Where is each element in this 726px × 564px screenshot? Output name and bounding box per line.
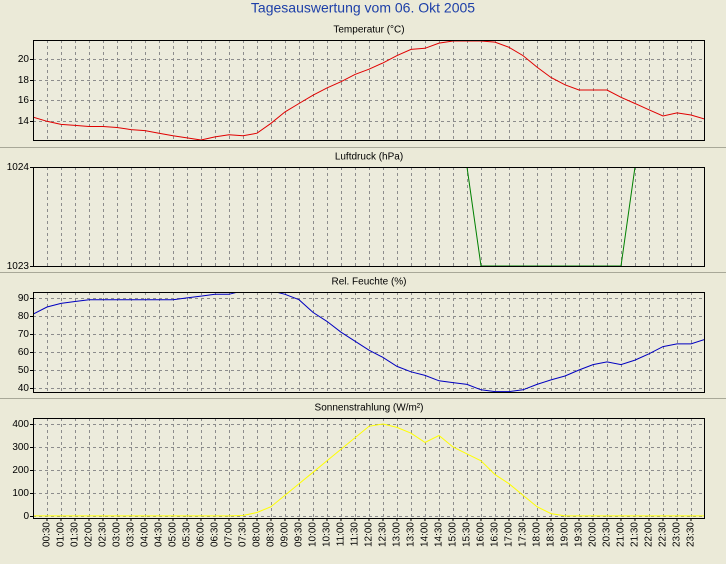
x-tick-label: 16:30 bbox=[490, 522, 501, 547]
chart-title: Temperatur (°C) bbox=[333, 25, 404, 36]
x-tick-label: 15:00 bbox=[448, 522, 459, 547]
x-tick-label: 09:30 bbox=[294, 522, 305, 547]
data-line bbox=[33, 40, 705, 140]
x-tick-label: 13:00 bbox=[392, 522, 403, 547]
x-tick-label: 07:30 bbox=[238, 522, 249, 547]
x-tick-label: 20:00 bbox=[588, 522, 599, 547]
x-tick-label: 16:00 bbox=[476, 522, 487, 547]
x-tick-label: 18:30 bbox=[546, 522, 557, 547]
x-tick-label: 08:00 bbox=[252, 522, 263, 547]
x-tick-label: 13:30 bbox=[406, 522, 417, 547]
x-tick-label: 03:00 bbox=[112, 522, 123, 547]
x-tick-label: 02:00 bbox=[84, 522, 95, 547]
y-tick-label: 400 bbox=[12, 419, 29, 430]
x-tick-label: 19:00 bbox=[560, 522, 571, 547]
x-tick-label: 12:00 bbox=[364, 522, 375, 547]
y-tick-label: 50 bbox=[18, 365, 30, 376]
x-tick-label: 04:00 bbox=[140, 522, 151, 547]
x-tick-label: 10:30 bbox=[322, 522, 333, 547]
x-tick-label: 10:00 bbox=[308, 522, 319, 547]
data-line bbox=[33, 292, 705, 392]
x-tick-label: 09:00 bbox=[280, 522, 291, 547]
data-line bbox=[33, 423, 705, 517]
x-tick-label: 18:00 bbox=[532, 522, 543, 547]
x-tick-label: 03:30 bbox=[126, 522, 137, 547]
x-tick-label: 11:30 bbox=[350, 522, 361, 547]
x-tick-label: 17:30 bbox=[518, 522, 529, 547]
x-tick-label: 06:30 bbox=[210, 522, 221, 547]
plot-border bbox=[33, 292, 705, 393]
y-tick-label: 60 bbox=[18, 347, 30, 358]
x-tick-label: 04:30 bbox=[154, 522, 165, 547]
chart-title: Luftdruck (hPa) bbox=[335, 152, 403, 163]
y-tick-label: 18 bbox=[18, 75, 30, 86]
y-tick-label: 200 bbox=[12, 465, 29, 476]
x-tick-label: 02:30 bbox=[98, 522, 109, 547]
x-tick-label: 21:00 bbox=[616, 522, 627, 547]
y-tick-label: 20 bbox=[18, 54, 30, 65]
x-tick-label: 06:00 bbox=[196, 522, 207, 547]
chart-title: Rel. Feuchte (%) bbox=[331, 277, 406, 288]
x-tick-label: 05:30 bbox=[182, 522, 193, 547]
page-title: Tagesauswertung vom 06. Okt 2005 bbox=[251, 0, 475, 16]
y-tick-label: 0 bbox=[23, 511, 29, 522]
x-tick-label: 01:30 bbox=[70, 522, 81, 547]
x-tick-label: 11:00 bbox=[336, 522, 347, 547]
x-tick-label: 01:00 bbox=[56, 522, 67, 547]
x-tick-label: 23:00 bbox=[672, 522, 683, 547]
x-tick-label: 07:00 bbox=[224, 522, 235, 547]
x-tick-label: 14:30 bbox=[434, 522, 445, 547]
chart-title: Sonnenstrahlung (W/m²) bbox=[315, 403, 424, 414]
x-tick-label: 23:30 bbox=[686, 522, 697, 547]
x-tick-label: 22:00 bbox=[644, 522, 655, 547]
y-tick-label: 1023 bbox=[7, 261, 30, 272]
y-tick-label: 100 bbox=[12, 488, 29, 499]
y-tick-label: 1024 bbox=[7, 162, 30, 173]
plot-border bbox=[33, 167, 705, 267]
y-tick-label: 40 bbox=[18, 383, 30, 394]
x-tick-label: 00:30 bbox=[42, 522, 53, 547]
x-tick-label: 20:30 bbox=[602, 522, 613, 547]
x-tick-label: 08:30 bbox=[266, 522, 277, 547]
x-tick-label: 17:00 bbox=[504, 522, 515, 547]
x-tick-label: 05:00 bbox=[168, 522, 179, 547]
y-tick-label: 90 bbox=[18, 293, 30, 304]
y-tick-label: 70 bbox=[18, 329, 30, 340]
x-tick-label: 22:30 bbox=[658, 522, 669, 547]
y-tick-label: 16 bbox=[18, 95, 30, 106]
y-tick-label: 14 bbox=[18, 116, 30, 127]
x-tick-label: 12:30 bbox=[378, 522, 389, 547]
x-tick-label: 15:30 bbox=[462, 522, 473, 547]
x-tick-label: 14:00 bbox=[420, 522, 431, 547]
y-tick-label: 80 bbox=[18, 311, 30, 322]
x-tick-label: 21:30 bbox=[630, 522, 641, 547]
x-tick-label: 19:30 bbox=[574, 522, 585, 547]
y-tick-label: 300 bbox=[12, 442, 29, 453]
plot-border bbox=[33, 40, 705, 141]
